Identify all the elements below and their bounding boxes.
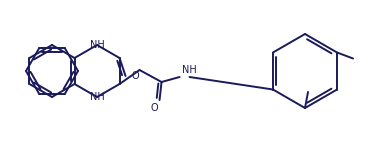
Text: NH: NH (90, 40, 104, 50)
Text: NH: NH (90, 92, 104, 102)
Text: O: O (151, 103, 158, 113)
Text: NH: NH (182, 65, 196, 75)
Text: O: O (132, 71, 139, 81)
